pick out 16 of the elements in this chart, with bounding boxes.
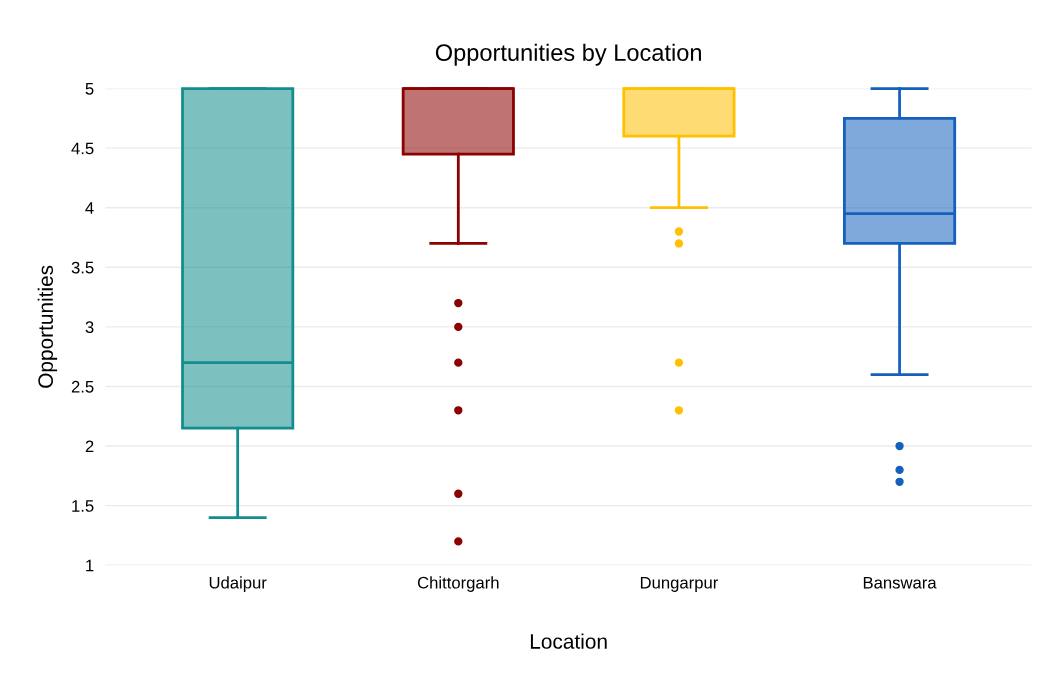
x-axis-title: Location <box>530 633 607 649</box>
x-tick-label: Chittorgarh <box>417 576 499 592</box>
y-tick-label: 3 <box>85 321 94 334</box>
y-tick-label: 4 <box>85 202 94 214</box>
y-tick-label: 1 <box>86 559 94 572</box>
y-axis-title: Opportunities <box>37 265 58 388</box>
y-tick-label: 5 <box>85 83 94 95</box>
x-tick-label: Banswara <box>863 576 937 589</box>
x-tick-label: Dungarpur <box>640 576 719 592</box>
x-tick-label: Udaipur <box>209 576 267 592</box>
chart-title: Opportunities by Location <box>435 43 701 66</box>
y-tick-label: 2.5 <box>71 380 94 393</box>
y-tick-label: 4.5 <box>71 142 94 155</box>
y-tick-label: 3.5 <box>71 261 94 274</box>
y-tick-label: 2 <box>85 440 94 453</box>
y-tick-label: 1.5 <box>72 500 94 512</box>
